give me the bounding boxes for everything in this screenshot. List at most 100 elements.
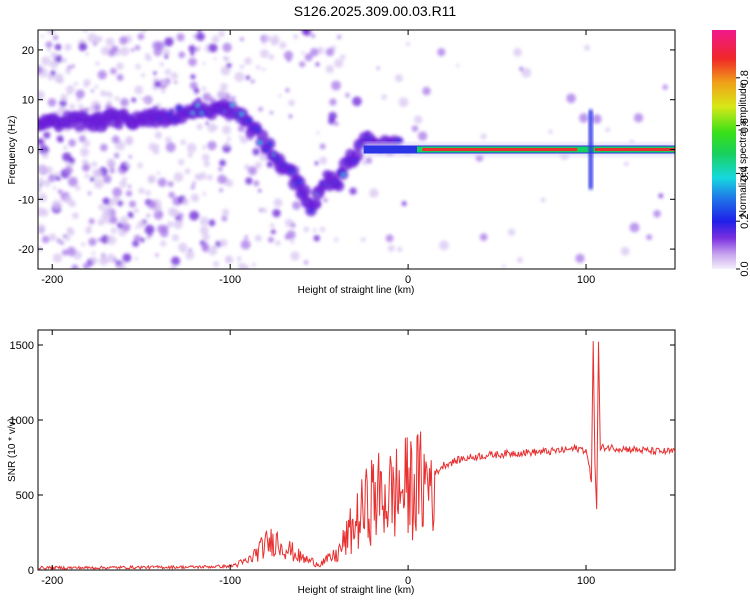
spectral-noise-blob [623, 161, 629, 167]
spectral-noise-blob [331, 80, 341, 91]
spectral-noise-blob [101, 253, 106, 258]
spectral-noise-blob [198, 172, 207, 180]
spectral-noise-blob [154, 205, 162, 213]
spectral-noise-blob [116, 74, 124, 81]
snr-ytick-label: 0 [28, 565, 34, 577]
spectral-noise-blob [52, 253, 63, 263]
spectral-noise-blob [73, 81, 79, 86]
spectral-noise-blob [159, 62, 164, 67]
spectral-noise-blob [394, 74, 403, 83]
spectral-noise-blob [98, 203, 105, 211]
spectral-noise-blob [360, 237, 366, 243]
spectral-noise-blob [236, 256, 242, 262]
spectral-noise-blob [119, 46, 130, 57]
spectral-noise-blob [122, 176, 128, 182]
spectral-noise-blob [202, 61, 206, 65]
spectral-noise-blob [387, 244, 395, 252]
spectral-noise-blob [121, 222, 131, 232]
spectral-noise-blob [155, 41, 165, 51]
spectral-noise-blob [128, 155, 132, 159]
spectral-noise-blob [205, 121, 209, 126]
spectrogram-y-label: Frequency (Hz) [7, 116, 18, 185]
spectral-noise-blob [155, 253, 159, 257]
spectral-noise-blob [144, 224, 155, 235]
spectral-noise-blob [162, 48, 171, 57]
spectral-noise-blob [272, 208, 281, 218]
spectral-noise-blob [100, 46, 110, 56]
spectral-noise-blob [102, 207, 112, 216]
spectral-noise-blob [213, 261, 220, 268]
spectral-noise-blob [67, 176, 78, 187]
spectral-noise-blob [244, 57, 252, 65]
spectral-noise-blob [112, 187, 123, 198]
spectral-noise-blob [188, 57, 197, 67]
spectral-noise-blob [101, 213, 107, 220]
spectral-noise-blob [566, 93, 576, 104]
spectral-noise-blob [103, 92, 107, 96]
spectral-noise-blob [116, 222, 124, 229]
spectral-noise-blob [208, 219, 216, 227]
spectral-noise-blob [304, 53, 313, 62]
spectral-noise-blob [575, 253, 585, 263]
spectral-noise-blob [83, 30, 88, 33]
spectral-noise-blob [176, 33, 185, 42]
spectrogram-xtick-label: -200 [41, 274, 63, 286]
spectrogram-x-label: Height of straight line (km) [298, 285, 415, 296]
spectral-noise-blob [161, 88, 166, 94]
spectral-noise-blob [250, 79, 255, 84]
spectral-noise-blob [85, 227, 92, 234]
spectral-noise-blob [154, 144, 160, 149]
spectral-noise-blob [199, 225, 209, 235]
spectral-noise-blob [54, 43, 62, 51]
spectral-noise-blob [251, 262, 257, 267]
spectrogram-ytick-label: 10 [22, 95, 34, 107]
spectral-noise-blob [290, 239, 295, 244]
spectral-noise-blob [218, 166, 223, 172]
spectrogram-heatmap [38, 30, 675, 269]
spectral-noise-blob [141, 30, 147, 34]
spectral-noise-blob [48, 233, 57, 242]
spectral-noise-blob [59, 240, 65, 245]
spectral-noise-blob [269, 223, 275, 228]
spectral-noise-blob [156, 103, 162, 108]
spectral-noise-blob [69, 103, 76, 110]
spectral-noise-blob [156, 171, 161, 176]
spectral-noise-blob [91, 161, 98, 167]
spectral-noise-blob [437, 48, 446, 57]
spectral-noise-blob [196, 123, 203, 130]
spectral-noise-blob [224, 141, 230, 147]
spectral-noise-blob [254, 234, 262, 242]
spectral-noise-blob [40, 208, 49, 217]
spectral-noise-blob [187, 152, 193, 158]
spectral-noise-blob [258, 107, 263, 112]
spectral-noise-blob [50, 70, 56, 76]
spectral-noise-blob [245, 177, 253, 185]
snr-line [38, 341, 675, 570]
spectral-noise-blob [658, 193, 664, 199]
colorbar-tick-label: 0.8 [739, 70, 750, 85]
spectral-noise-blob [201, 242, 209, 250]
spectral-noise-blob [64, 234, 71, 241]
spectral-noise-blob [583, 44, 590, 51]
spectral-noise-blob [133, 234, 142, 242]
spectral-noise-blob [128, 200, 137, 208]
spectral-noise-blob [239, 37, 244, 42]
spectral-noise-blob [516, 256, 523, 263]
spectral-noise-blob [137, 33, 145, 40]
ridge-hot [230, 103, 234, 107]
spectral-noise-blob [82, 139, 91, 147]
spectral-noise-blob [194, 173, 201, 180]
spectral-noise-blob [203, 161, 210, 168]
spectral-noise-blob [288, 99, 295, 107]
spectral-noise-blob [125, 190, 133, 197]
snr-ytick-label: 1000 [10, 415, 34, 427]
spectral-noise-blob [189, 81, 198, 90]
colorbar-tick-label: 0.4 [739, 166, 750, 181]
spectral-noise-blob [135, 225, 139, 230]
spectral-noise-blob [119, 216, 129, 225]
spectral-noise-blob [221, 215, 228, 222]
spectral-noise-blob [71, 64, 75, 69]
spectral-noise-blob [119, 36, 128, 45]
spectral-noise-blob [109, 167, 115, 174]
spectrogram-xtick-label: 100 [577, 274, 595, 286]
